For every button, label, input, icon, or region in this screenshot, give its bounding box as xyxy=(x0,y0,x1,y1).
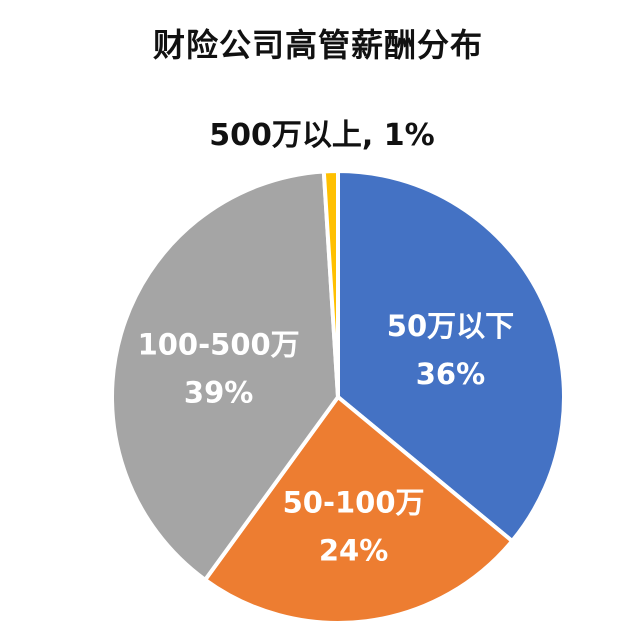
chart-title: 财险公司高管薪酬分布 xyxy=(152,26,483,64)
pie-slice-1 xyxy=(203,395,515,625)
slice-value-label-0: 36% xyxy=(416,357,485,391)
slice-value-label-1: 24% xyxy=(319,533,388,567)
slice-label-outside-3: 500万以上, 1% xyxy=(209,118,434,153)
slice-category-label-2: 100-500万 xyxy=(138,327,300,361)
pie-slice-2 xyxy=(110,169,340,582)
pie-slice-0 xyxy=(336,169,566,544)
pie-labels: 50万以下 36% 50-100万 24% 100-500万 39% 500万以上, 1% xyxy=(138,118,515,567)
pie-slice-3 xyxy=(321,169,340,399)
slice-category-label-1: 50-100万 xyxy=(283,485,425,519)
slice-category-label-0: 50万以下 xyxy=(387,309,514,343)
pie-slices xyxy=(110,169,566,625)
slice-value-label-2: 39% xyxy=(184,375,253,409)
